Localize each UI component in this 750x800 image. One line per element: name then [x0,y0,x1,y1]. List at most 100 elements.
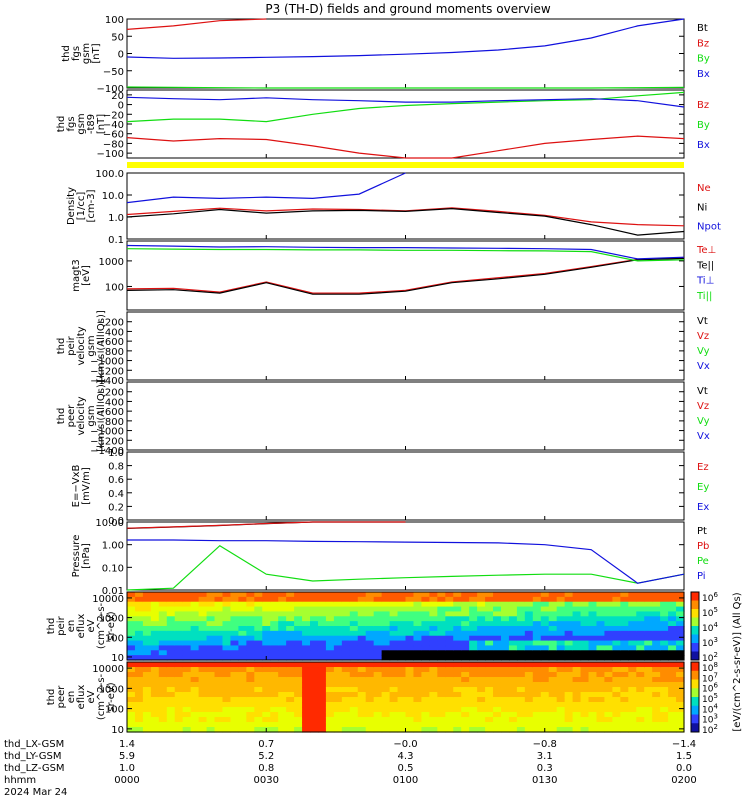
spectrogram-cell [166,596,176,603]
spectrogram-cell [206,616,216,622]
legend-pt: Pt [697,526,707,537]
spectrogram-cell [310,601,319,608]
spectrogram-cell [652,616,661,622]
spectrogram-cell [389,626,399,632]
spectrogram-cell [286,616,295,622]
spectrogram-cell [477,712,486,718]
spectrogram-cell [524,702,534,708]
spectrogram-cell [508,626,518,632]
x-tick-value: 5.2 [258,751,274,762]
spectrogram-cell [445,662,454,668]
spectrogram-cell [676,722,685,728]
spectrogram-cell [405,621,415,627]
spectrogram-cell [389,611,399,617]
spectrogram-cell [150,596,160,603]
spectrogram-cell [524,677,534,683]
spectrogram-cell [532,722,542,728]
y-axis-label-line: [km/s (All Qs)] [96,380,107,452]
spectrogram-cell [636,662,645,668]
spectrogram-cell [620,712,629,718]
spectrogram-cell [604,682,613,688]
spectrogram-cell [461,601,470,608]
spectrogram-cell [508,655,518,661]
legend-vz: Vz [697,331,709,342]
spectrogram-cell [660,702,669,708]
spectrogram-cell [262,616,271,622]
spectrogram-cell [206,601,216,608]
spectrogram-cell [325,722,335,728]
spectrogram-cell [588,677,598,683]
spectrogram-cell [461,630,470,637]
spectrogram-cell [405,592,415,598]
spectrogram-cell [445,692,454,698]
x-tick-value: 3.1 [537,751,553,762]
spectrogram-cell [397,672,407,678]
spectrogram-cell [254,645,263,651]
spectrogram-cell [413,650,423,656]
spectrogram-cell [477,687,486,693]
spectrogram-cell [421,672,430,678]
spectrogram-cell [333,682,343,688]
series-line-pi [127,539,685,584]
spectrogram-cell [317,712,327,718]
spectrogram-cell [349,650,359,656]
spectrogram-cell [310,662,319,668]
spectrogram-cell [461,677,470,683]
colorbar-cell [691,662,699,672]
legend-vt: Vt [697,386,708,397]
spectrogram-cell [206,650,216,656]
spectrogram-cell [198,727,208,733]
spectrogram-cell [198,611,208,617]
spectrogram-cell [302,635,311,642]
spectrogram-cell [206,687,216,693]
spectrogram-cell [317,650,327,656]
spectrogram-cell [421,722,430,728]
spectrogram-cell [421,650,430,656]
spectrogram-cell [198,650,208,656]
spectrogram-cell [596,697,606,703]
spectrogram-cell [437,727,446,733]
spectrogram-cell [262,687,271,693]
spectrogram-cell [644,626,653,632]
spectrogram-cell [389,650,399,656]
spectrogram-cell [453,601,462,608]
spectrogram-cell [198,630,208,637]
spectrogram-cell [270,677,279,683]
spectrogram-cell [628,712,637,718]
spectrogram-cell [373,722,383,728]
spectrogram-cell [413,702,423,708]
spectrogram-cell [365,596,375,603]
spectrogram-cell [214,626,224,632]
spectrogram-cell [214,692,224,698]
spectrogram-cell [660,616,669,622]
spectrogram-cell [238,626,247,632]
spectrogram-cell [317,635,327,642]
spectrogram-cell [676,655,685,661]
spectrogram-cell [214,672,224,678]
spectrogram-cell [524,640,534,647]
y-axis-label: Density [1/cc] [cm-3] [66,187,97,225]
spectrogram-cell [127,672,136,678]
spectrogram-cell [596,687,606,693]
spectrogram-cell [405,692,415,698]
spectrogram-cell [357,626,367,632]
spectrogram-cell [588,611,598,617]
spectrogram-cell [246,697,255,703]
panel-frame [126,381,685,451]
spectrogram-cell [612,677,621,683]
spectrogram-cell [206,672,216,678]
spectrogram-cell [556,682,566,688]
spectrogram-cell [596,655,606,661]
spectrogram-cell [668,707,677,713]
spectrogram-cell [262,717,271,723]
spectrogram-cell [429,635,438,642]
legend-npot: Npot [697,222,721,233]
spectrogram-cell [310,616,319,622]
spectrogram-cell [286,707,295,713]
spectrogram-cell [461,616,470,622]
x-tick-value: 1.4 [119,739,135,750]
y-axis-label-line: peir [56,615,67,635]
spectrogram-cell [389,635,399,642]
series-line-bz [126,135,685,159]
spectrogram-cell [628,707,637,713]
